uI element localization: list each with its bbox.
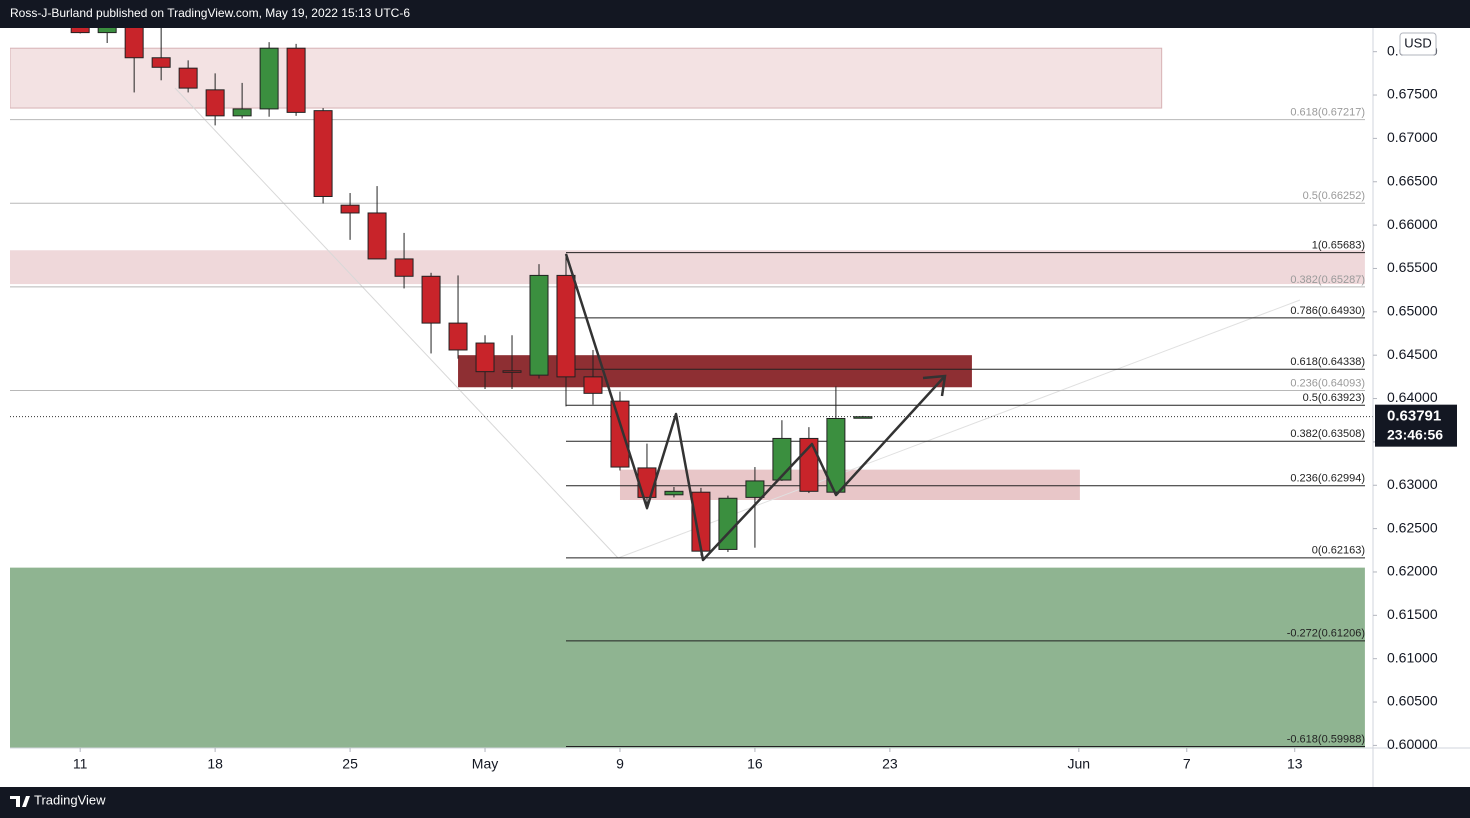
- candle-body: [556, 274, 576, 378]
- fib-label: 1(0.65683): [1312, 240, 1365, 252]
- y-tick-label: 0.66000: [1387, 216, 1438, 232]
- fib-label: -0.618(0.59988): [1287, 733, 1365, 745]
- fib-label: 0.382(0.63508): [1290, 428, 1365, 440]
- y-tick-label: 0.67000: [1387, 129, 1438, 145]
- candle-body: [97, 28, 117, 34]
- brand: TradingView: [34, 792, 106, 807]
- candle-body: [475, 342, 495, 373]
- candle-body: [448, 322, 468, 351]
- candle-body: [664, 490, 684, 496]
- candle-body: [286, 47, 306, 113]
- y-tick-label: 0.60500: [1387, 693, 1438, 709]
- logo: [10, 796, 30, 807]
- x-tick-label: 23: [882, 756, 898, 772]
- fib-label: 0.618(0.64338): [1290, 356, 1365, 368]
- fib-label: 0.786(0.64930): [1290, 305, 1365, 317]
- x-tick-label: 9: [616, 756, 624, 772]
- candle-body: [853, 416, 873, 419]
- candle-body: [313, 110, 333, 197]
- fib-label: 0.5(0.63923): [1303, 392, 1365, 404]
- x-tick-label: 18: [207, 756, 223, 772]
- candle-body: [610, 400, 630, 468]
- candle-body: [421, 275, 441, 324]
- zone: [10, 47, 1163, 109]
- arrow-head: [922, 374, 947, 397]
- candle-body: [772, 437, 792, 481]
- y-tick-label: 0.64000: [1387, 389, 1438, 405]
- candle-body: [340, 204, 360, 214]
- y-tick-label: 0.64500: [1387, 346, 1438, 362]
- countdown: 23:46:56: [1387, 426, 1443, 442]
- y-tick-label: 0.63000: [1387, 476, 1438, 492]
- candle-body: [502, 370, 522, 373]
- candle-body: [745, 480, 765, 498]
- x-tick-label: 11: [73, 756, 88, 772]
- currency-box: [1399, 32, 1437, 56]
- candle-body: [367, 212, 387, 260]
- y-tick-label: 0.66500: [1387, 172, 1438, 188]
- header-bar: [0, 0, 1470, 28]
- y-tick-label: 0.65500: [1387, 259, 1438, 275]
- x-tick-label: Jun: [1068, 756, 1091, 772]
- fib-label: 0.236(0.62994): [1290, 473, 1365, 485]
- fib-label: 0(0.62163): [1312, 545, 1365, 557]
- currency: USD: [1404, 35, 1431, 50]
- y-tick-label: 0.61500: [1387, 606, 1438, 622]
- y-tick-label: 0.61000: [1387, 649, 1438, 665]
- fib-label: 0.236(0.64093): [1290, 377, 1365, 389]
- y-tick-label: 0.62500: [1387, 519, 1438, 535]
- candle-body: [583, 376, 603, 394]
- projection-path: [564, 253, 946, 562]
- footer-bar: [0, 787, 1470, 818]
- y-tick-label: 0.60000: [1387, 736, 1438, 752]
- x-tick-label: 25: [342, 756, 358, 772]
- candle-body: [70, 28, 90, 34]
- candle-body: [394, 258, 414, 277]
- candle-body: [178, 67, 198, 89]
- trend-line: [174, 87, 619, 559]
- byline: Ross-J-Burland published on TradingView.…: [10, 6, 410, 20]
- fib-label: -0.272(0.61206): [1287, 628, 1365, 640]
- fib-levels: 0.618(0.67217) 0.5(0.66252) 0.382(0.65287)…: [10, 106, 1373, 747]
- candle-body: [232, 108, 252, 117]
- candle-body: [124, 28, 144, 59]
- candle-body: [205, 89, 225, 117]
- axes: 0.60000 0.60500 0.61000 0.61500 0.62000 0.625…: [73, 42, 1457, 772]
- y-tick-label: 0.65000: [1387, 303, 1438, 319]
- fib-label: 0.618(0.67217): [1290, 106, 1365, 118]
- candle-body: [259, 47, 279, 110]
- x-tick-label: 16: [747, 756, 763, 772]
- zone: [10, 250, 1365, 285]
- fib-label: 0.5(0.66252): [1303, 190, 1365, 202]
- x-tick-label: May: [472, 756, 498, 772]
- x-tick-label: 13: [1287, 756, 1303, 772]
- y-tick-label: 0.67500: [1387, 86, 1438, 102]
- x-tick-label: 7: [1183, 756, 1191, 772]
- last-price-label: 0.63791: [1387, 408, 1441, 425]
- candle-body: [151, 57, 171, 68]
- plot-area: 0.618(0.67217) 0.5(0.66252) 0.382(0.65287)…: [10, 28, 1373, 748]
- last-price-box: [1375, 404, 1457, 447]
- candle-body: [529, 274, 549, 376]
- candle-body: [637, 467, 657, 498]
- zone: [10, 567, 1365, 748]
- fib-label: 0.382(0.65287): [1290, 274, 1365, 286]
- y-tick-label: 0.62000: [1387, 563, 1438, 579]
